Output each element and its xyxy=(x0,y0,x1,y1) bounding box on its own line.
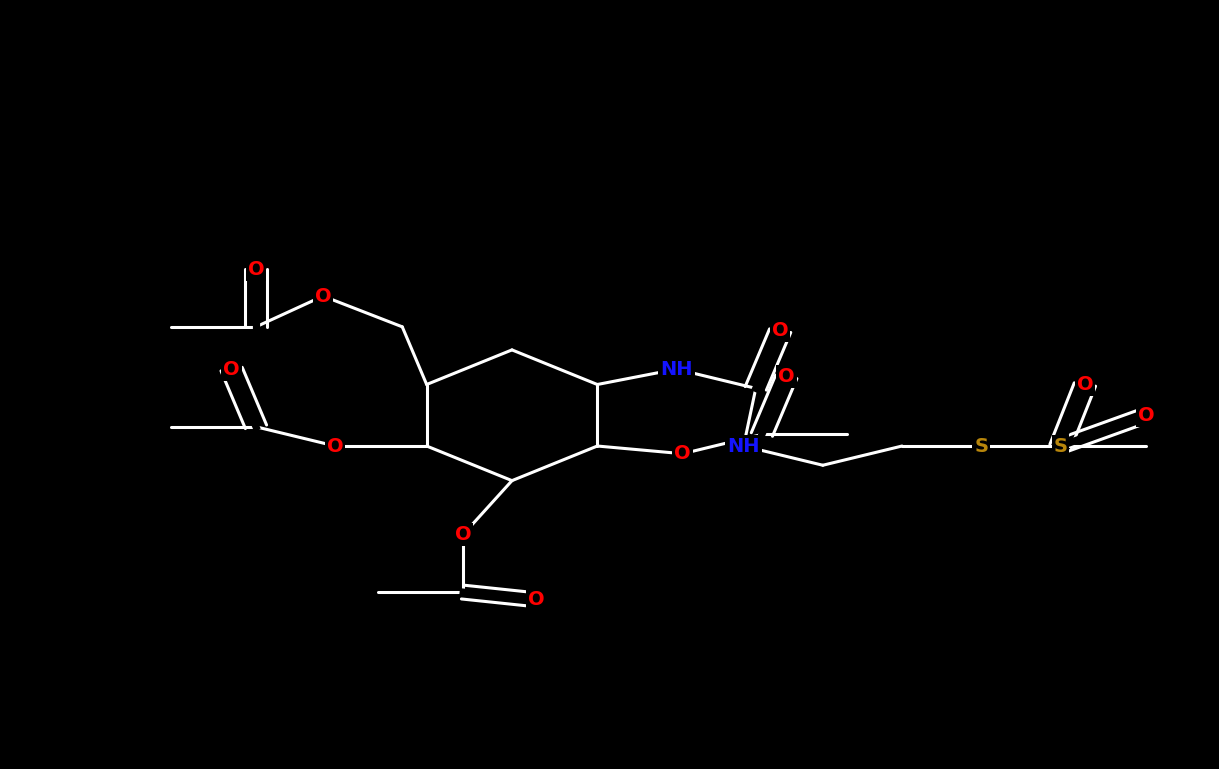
Text: O: O xyxy=(223,360,240,378)
Text: O: O xyxy=(1137,406,1154,424)
Text: O: O xyxy=(778,368,795,386)
Text: O: O xyxy=(1076,375,1093,394)
Text: O: O xyxy=(772,321,789,340)
Text: NH: NH xyxy=(661,360,692,378)
Text: S: S xyxy=(974,437,989,455)
Text: NH: NH xyxy=(728,437,759,455)
Text: O: O xyxy=(674,444,691,463)
Text: S: S xyxy=(1053,437,1068,455)
Text: O: O xyxy=(315,287,332,305)
Text: O: O xyxy=(327,437,344,455)
Text: O: O xyxy=(455,525,472,544)
Text: O: O xyxy=(247,260,265,278)
Text: O: O xyxy=(528,591,545,609)
